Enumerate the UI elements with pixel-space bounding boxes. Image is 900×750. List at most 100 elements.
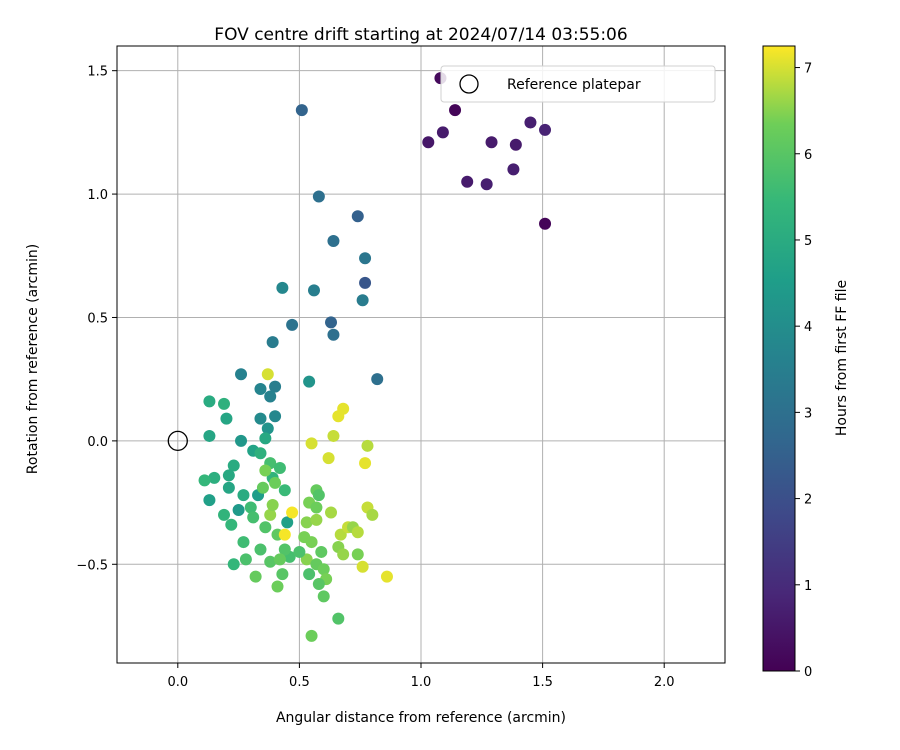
data-point (198, 474, 211, 487)
data-point (278, 484, 291, 497)
colorbar-tick-label: 5 (804, 234, 812, 249)
colorbar: 0 1 2 3 4 5 6 7 Hours from first FF file (762, 45, 850, 680)
y-tick-label: 0.5 (87, 311, 108, 326)
data-point (247, 511, 260, 524)
data-point (261, 368, 274, 381)
x-tick-label: 0.5 (289, 675, 310, 690)
data-point (227, 558, 240, 571)
data-point (261, 422, 274, 435)
data-point (359, 276, 372, 289)
data-point (225, 518, 238, 531)
data-point (317, 563, 330, 576)
colorbar-tick-label: 2 (804, 493, 812, 508)
data-point (295, 104, 308, 117)
data-point (359, 252, 372, 265)
y-axis-ticks: −0.5 0.0 0.5 1.0 1.5 (76, 65, 117, 573)
data-point (436, 126, 449, 139)
data-point (303, 568, 316, 581)
data-point (254, 447, 267, 460)
data-point (286, 318, 299, 331)
data-point (273, 462, 286, 475)
data-point (235, 368, 248, 381)
y-tick-label: 1.0 (87, 188, 108, 203)
data-point (237, 536, 250, 549)
data-point (315, 545, 328, 558)
data-point (227, 459, 240, 472)
data-point (218, 397, 231, 410)
data-point (539, 217, 552, 230)
data-point (281, 516, 294, 529)
data-point (286, 506, 299, 519)
data-point (307, 284, 320, 297)
data-point (305, 437, 318, 450)
data-point (264, 555, 277, 568)
data-point (259, 464, 272, 477)
data-point (264, 508, 277, 521)
data-point (480, 178, 493, 191)
data-point (303, 375, 316, 388)
data-point (310, 501, 323, 514)
colorbar-tick-label: 7 (804, 62, 812, 77)
chart-title: FOV centre drift starting at 2024/07/14 … (214, 25, 627, 45)
y-tick-label: −0.5 (76, 558, 108, 573)
data-point (507, 163, 520, 176)
data-point (276, 568, 289, 581)
data-point (208, 471, 221, 484)
data-point (312, 578, 325, 591)
data-point (325, 316, 338, 329)
data-point (235, 434, 248, 447)
data-point (322, 452, 335, 465)
y-tick-label: 0.0 (87, 435, 108, 450)
data-point (278, 543, 291, 556)
data-point (359, 457, 372, 470)
data-point (351, 548, 364, 561)
data-point (264, 390, 277, 403)
legend: Reference platepar (440, 65, 716, 103)
grid (117, 46, 725, 663)
data-point (312, 190, 325, 203)
data-point (266, 336, 279, 349)
data-point (334, 528, 347, 541)
data-point (317, 590, 330, 603)
data-point (300, 553, 313, 566)
colorbar-tick-label: 6 (804, 148, 812, 163)
data-point (203, 494, 216, 507)
data-point (449, 104, 462, 117)
data-point (271, 580, 284, 593)
data-point (325, 506, 338, 519)
data-point (310, 513, 323, 526)
data-point (461, 175, 474, 188)
data-point (293, 545, 306, 558)
data-point (380, 570, 393, 583)
data-point (305, 629, 318, 642)
reference-point (167, 430, 188, 452)
colorbar-ticks: 0 1 2 3 4 5 6 7 (795, 62, 812, 680)
data-point (327, 429, 340, 442)
data-point (509, 138, 522, 151)
data-point (266, 499, 279, 512)
data-point (337, 402, 350, 415)
data-point (222, 469, 235, 482)
y-tick-label: 1.5 (87, 65, 108, 80)
data-point (203, 429, 216, 442)
data-point (218, 508, 231, 521)
data-point (327, 234, 340, 247)
data-point (422, 136, 435, 149)
data-point (237, 489, 250, 502)
data-point (244, 501, 257, 514)
data-point (254, 543, 267, 556)
data-point (222, 481, 235, 494)
data-point (356, 560, 369, 573)
y-axis-label: Rotation from reference (arcmin) (25, 244, 41, 474)
legend-marker-open-circle (459, 74, 479, 94)
data-points (198, 72, 552, 642)
colorbar-tick-label: 4 (804, 320, 812, 335)
data-point (203, 395, 216, 408)
x-axis-ticks: 0.0 0.5 1.0 1.5 2.0 (167, 663, 675, 690)
data-point (327, 328, 340, 341)
data-point (254, 383, 267, 396)
data-point (256, 481, 269, 494)
data-point (366, 508, 379, 521)
colorbar-tick-label: 1 (804, 579, 812, 594)
data-point (300, 516, 313, 529)
